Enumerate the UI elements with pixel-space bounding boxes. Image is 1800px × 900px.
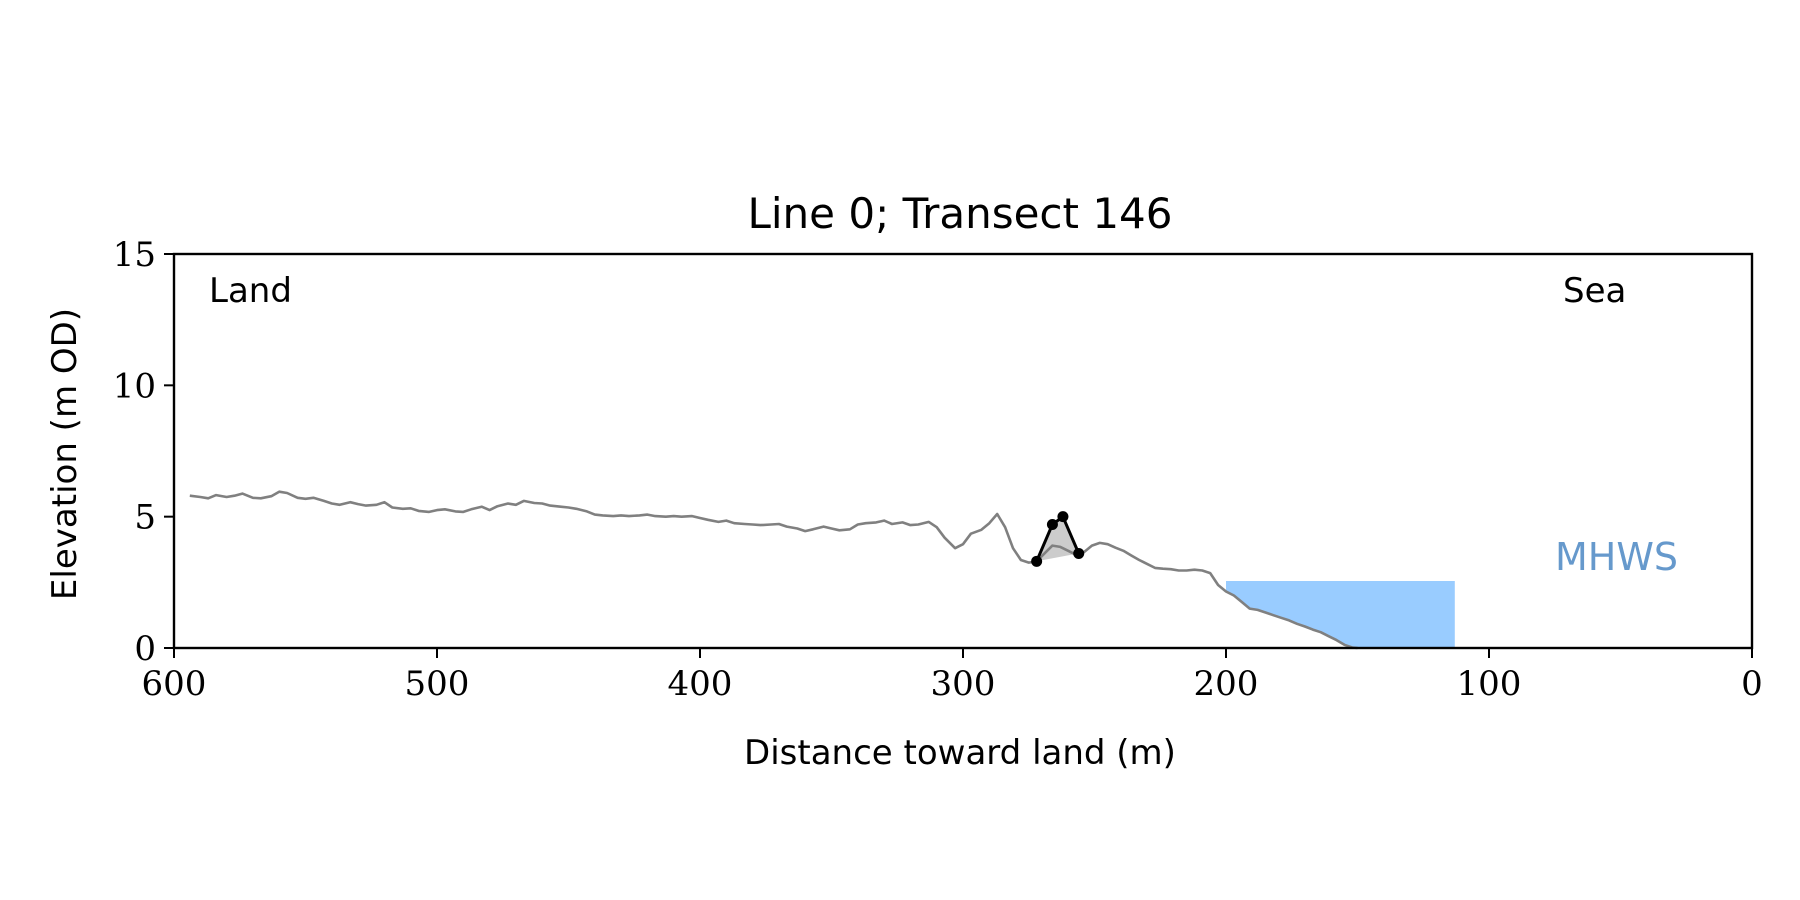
axes-layer [172, 252, 1754, 650]
water-area-layer [1226, 581, 1455, 648]
x-tick-label: 200 [1194, 664, 1259, 704]
x-tick-label: 600 [142, 664, 207, 704]
series-layer [189, 490, 1358, 650]
profile-line [189, 490, 1358, 650]
dune-point [1057, 511, 1069, 523]
dune-point [1031, 555, 1043, 567]
dune-line [1035, 515, 1081, 562]
y-tick-label: 0 [134, 629, 156, 669]
x-tick-label: 0 [1741, 664, 1763, 704]
y-tick-label: 15 [113, 235, 156, 275]
ticks-layer: 600 500 400 300 200 100 0 0 5 10 15 [113, 235, 1763, 704]
x-tick-label: 300 [931, 664, 996, 704]
y-tick-label: 5 [134, 498, 156, 538]
mhws-annotation: MHWS [1555, 535, 1678, 579]
x-axis-label: Distance toward land (m) [744, 733, 1176, 773]
sea-annotation: Sea [1563, 271, 1626, 311]
x-tick-label: 500 [405, 664, 470, 704]
land-annotation: Land [209, 271, 292, 311]
plot-frame [172, 252, 1754, 650]
dune-point [1073, 547, 1085, 559]
y-axis-label: Elevation (m OD) [45, 308, 85, 600]
x-tick-label: 400 [668, 664, 733, 704]
dune-point [1046, 519, 1058, 531]
x-tick-label: 100 [1457, 664, 1522, 704]
y-tick-label: 10 [113, 366, 156, 406]
chart-title: Line 0; Transect 146 [747, 189, 1172, 238]
water-area [1226, 581, 1455, 648]
